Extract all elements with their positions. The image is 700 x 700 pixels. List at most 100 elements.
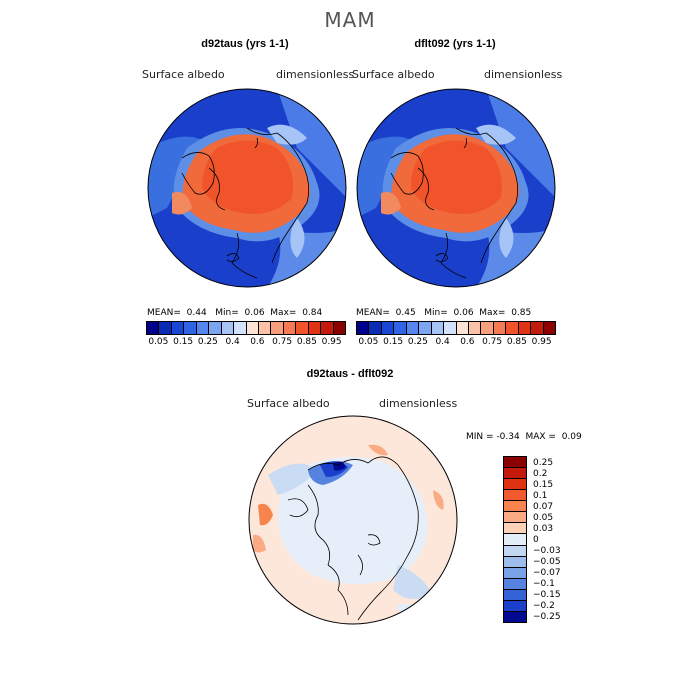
colorbar-panel2-ticks: 0.05 0.15 0.25 0.4 0.6 0.75 0.85 0.95 (356, 337, 556, 349)
colorbar-panel2-tick-label: 0.75 (482, 337, 503, 347)
colorbar-panel2-tick-label: 0.95 (531, 337, 552, 347)
diff-colorbar-swatch (504, 577, 526, 589)
colorbar-panel1-swatch (183, 322, 196, 334)
diff-units: dimensionless (379, 397, 458, 410)
panel2-units: dimensionless (484, 68, 563, 81)
colorbar-panel1-swatch (170, 322, 184, 334)
colorbar-panel1-swatch (257, 322, 271, 334)
colorbar-panel1-tick-label: 0.85 (296, 337, 317, 347)
diff-colorbar-swatch (504, 566, 526, 578)
polar-map-dflt092 (356, 88, 556, 288)
panel2-variable: Surface albedo (352, 68, 435, 81)
diff-title: d92taus - dflt092 (306, 368, 394, 380)
polar-map-difference (248, 415, 458, 625)
colorbar-panel1-swatch (282, 322, 296, 334)
colorbar-panel1-swatch (270, 322, 283, 334)
colorbar-panel2-swatch (368, 322, 381, 334)
colorbar-panel1-swatch (147, 322, 159, 334)
colorbar-panel1-tick-label: 0.75 (272, 337, 293, 347)
panel1-units: dimensionless (276, 68, 355, 81)
colorbar-panel2-tick-label: 0.15 (383, 337, 404, 347)
diff-colorbar-swatch (504, 599, 526, 611)
panel1-title: d92taus (yrs 1-1) (201, 38, 289, 50)
panel2-title: dflt092 (yrs 1-1) (414, 38, 496, 50)
diff-colorbar-tick-label: 0.1 (533, 490, 548, 501)
diff-colorbar-swatch (504, 478, 526, 490)
colorbar-panel2-swatch (542, 322, 555, 334)
colorbar-panel2-swatch (380, 322, 394, 334)
panel2-mean-label: MEAN= (356, 308, 390, 318)
colorbar-panel1-swatch (195, 322, 209, 334)
panel1-max-value: 0.84 (302, 308, 323, 318)
colorbar-panel1-swatch (332, 322, 345, 334)
colorbar-panel2-swatch (480, 322, 493, 334)
colorbar-panel2-swatch (530, 322, 543, 334)
colorbar-panel2-swatch (357, 322, 369, 334)
colorbar-panel1-ticks: 0.05 0.15 0.25 0.4 0.6 0.75 0.85 0.95 (146, 337, 346, 349)
panel2-max-value: 0.85 (511, 308, 532, 318)
panel2-max-label: Max= (479, 308, 506, 318)
diff-colorbar-swatch (504, 467, 526, 479)
diff-stats: MIN = -0.34 MAX = 0.09 (466, 432, 582, 442)
diff-colorbar-swatch (504, 457, 526, 468)
colorbar-panel1-swatch (245, 322, 258, 334)
colorbar-panel1-swatch (233, 322, 246, 334)
colorbar-panel2-swatch (393, 322, 406, 334)
diff-colorbar-tick-label: 0.25 (533, 457, 554, 468)
diff-variable: Surface albedo (247, 397, 330, 410)
colorbar-panel2-swatch (405, 322, 419, 334)
panel1-variable: Surface albedo (142, 68, 225, 81)
colorbar-panel2-tick-label: 0.6 (460, 337, 475, 347)
diff-colorbar-swatch (504, 533, 526, 545)
diff-colorbar-swatch (504, 522, 526, 534)
panel2-min-value: 0.06 (453, 308, 474, 318)
diff-colorbar-ticks: 0.25 0.2 0.15 0.1 0.07 0.05 0.03 0 −0.03 −0.05 −0.… (533, 456, 593, 623)
diff-colorbar (503, 456, 527, 623)
colorbar-panel1-tick-label: 0.05 (148, 337, 169, 347)
diff-colorbar-swatch (504, 544, 526, 556)
panel2-stats: MEAN= 0.45 Min= 0.06 Max= 0.85 (356, 308, 531, 318)
diff-max-label: MAX = (525, 432, 556, 442)
colorbar-panel2 (356, 321, 556, 335)
colorbar-panel1-swatch (208, 322, 221, 334)
colorbar-panel1-tick-label: 0.25 (197, 337, 218, 347)
colorbar-panel1-tick-label: 0.15 (173, 337, 194, 347)
colorbar-panel2-tick-label: 0.85 (506, 337, 527, 347)
colorbar-panel1 (146, 321, 346, 335)
panel1-mean-value: 0.44 (186, 308, 207, 318)
colorbar-panel2-swatch (517, 322, 531, 334)
diff-colorbar-tick-label: 0.03 (533, 523, 554, 534)
diff-colorbar-swatch (504, 610, 526, 622)
diff-colorbar-tick-label: −0.2 (533, 600, 555, 611)
panel1-stats: MEAN= 0.44 Min= 0.06 Max= 0.84 (147, 308, 322, 318)
colorbar-panel1-tick-label: 0.4 (225, 337, 240, 347)
diff-colorbar-tick-label: 0 (533, 534, 539, 545)
panel1-min-label: Min= (215, 308, 239, 318)
diff-colorbar-tick-label: −0.25 (533, 611, 561, 622)
panel2-min-label: Min= (424, 308, 448, 318)
diff-min-label: MIN = (466, 432, 494, 442)
colorbar-panel1-swatch (158, 322, 171, 334)
season-title: MAM (324, 8, 376, 32)
colorbar-panel1-tick-label: 0.95 (321, 337, 342, 347)
diff-colorbar-tick-label: −0.15 (533, 589, 561, 600)
diff-colorbar-tick-label: −0.05 (533, 556, 561, 567)
colorbar-panel1-swatch (307, 322, 321, 334)
colorbar-panel2-swatch (455, 322, 468, 334)
diff-colorbar-tick-label: 0.05 (533, 512, 554, 523)
diff-colorbar-swatch (504, 511, 526, 523)
diff-colorbar-swatch (504, 588, 526, 600)
colorbar-panel2-swatch (467, 322, 481, 334)
colorbar-panel2-swatch (492, 322, 506, 334)
colorbar-panel1-swatch (220, 322, 234, 334)
panel2-mean-value: 0.45 (395, 308, 416, 318)
colorbar-panel2-swatch (443, 322, 456, 334)
colorbar-panel2-tick-label: 0.05 (358, 337, 379, 347)
colorbar-panel2-swatch (505, 322, 518, 334)
diff-colorbar-tick-label: −0.1 (533, 578, 555, 589)
colorbar-panel2-swatch (430, 322, 444, 334)
colorbar-panel2-tick-label: 0.4 (435, 337, 450, 347)
colorbar-panel1-tick-label: 0.6 (250, 337, 265, 347)
colorbar-panel1-swatch (295, 322, 308, 334)
diff-colorbar-tick-label: 0.15 (533, 479, 554, 490)
